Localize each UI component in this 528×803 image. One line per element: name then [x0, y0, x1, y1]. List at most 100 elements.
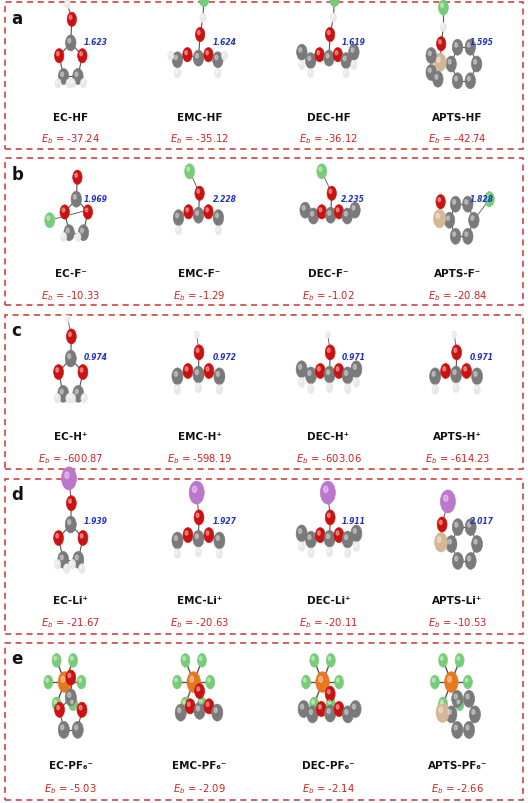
Circle shape — [319, 209, 322, 213]
Text: 2.017: 2.017 — [470, 516, 494, 526]
Circle shape — [309, 386, 311, 389]
Circle shape — [78, 50, 87, 63]
Circle shape — [439, 707, 442, 713]
Circle shape — [67, 496, 76, 512]
Circle shape — [65, 566, 67, 569]
Circle shape — [351, 49, 354, 53]
Circle shape — [58, 386, 69, 403]
Circle shape — [452, 233, 456, 237]
Text: EC-F⁻: EC-F⁻ — [55, 269, 87, 279]
Circle shape — [351, 525, 362, 542]
Circle shape — [342, 532, 353, 548]
Circle shape — [195, 187, 204, 202]
Circle shape — [62, 235, 63, 238]
Circle shape — [487, 196, 489, 200]
Circle shape — [336, 705, 339, 709]
Circle shape — [467, 77, 470, 82]
Circle shape — [175, 226, 182, 236]
Circle shape — [433, 210, 446, 229]
Circle shape — [450, 367, 461, 384]
Circle shape — [195, 384, 202, 393]
Circle shape — [176, 214, 178, 218]
Circle shape — [83, 206, 92, 220]
Circle shape — [317, 51, 319, 55]
Circle shape — [300, 704, 304, 709]
Circle shape — [298, 542, 305, 552]
Circle shape — [320, 482, 335, 504]
Circle shape — [75, 389, 78, 394]
Circle shape — [325, 28, 335, 43]
Text: $E_b$ = -598.19: $E_b$ = -598.19 — [167, 452, 232, 466]
Circle shape — [85, 209, 88, 213]
Circle shape — [316, 672, 329, 692]
Circle shape — [300, 381, 301, 383]
Text: 1.969: 1.969 — [83, 194, 108, 203]
Circle shape — [438, 198, 441, 202]
Circle shape — [82, 82, 83, 84]
Circle shape — [308, 209, 319, 225]
Circle shape — [345, 710, 348, 715]
Circle shape — [71, 657, 73, 661]
Circle shape — [65, 516, 76, 533]
Text: 2.235: 2.235 — [341, 194, 365, 203]
Circle shape — [78, 226, 89, 242]
Circle shape — [73, 386, 84, 403]
Circle shape — [80, 229, 83, 234]
Text: $E_b$ = -20.84: $E_b$ = -20.84 — [428, 288, 487, 302]
Circle shape — [68, 693, 71, 698]
Circle shape — [58, 721, 69, 739]
Circle shape — [326, 697, 335, 711]
Circle shape — [175, 679, 177, 683]
Circle shape — [355, 544, 356, 547]
Text: $E_b$ = -35.12: $E_b$ = -35.12 — [170, 132, 229, 146]
Circle shape — [310, 212, 314, 217]
Circle shape — [206, 702, 209, 707]
Circle shape — [46, 679, 49, 683]
Circle shape — [344, 385, 351, 394]
Circle shape — [309, 710, 313, 715]
Circle shape — [334, 702, 344, 717]
Circle shape — [69, 79, 76, 89]
Circle shape — [69, 16, 72, 20]
Circle shape — [54, 394, 61, 404]
Circle shape — [199, 0, 209, 8]
Circle shape — [452, 345, 461, 361]
Circle shape — [341, 54, 352, 70]
Text: EMC-Li⁺: EMC-Li⁺ — [177, 595, 222, 605]
Circle shape — [442, 25, 444, 28]
Circle shape — [44, 675, 53, 689]
Circle shape — [443, 367, 446, 372]
Text: $E_b$ = -37.24: $E_b$ = -37.24 — [41, 132, 100, 146]
Circle shape — [195, 534, 199, 539]
Circle shape — [299, 49, 302, 53]
Circle shape — [441, 364, 450, 379]
Circle shape — [185, 51, 187, 55]
Circle shape — [64, 226, 74, 242]
Circle shape — [472, 57, 482, 73]
Circle shape — [305, 368, 316, 385]
Circle shape — [206, 532, 209, 536]
Text: $E_b$ = -2.09: $E_b$ = -2.09 — [173, 781, 226, 795]
Circle shape — [66, 79, 72, 89]
Circle shape — [352, 206, 355, 211]
Circle shape — [325, 332, 330, 339]
Text: $E_b$ = -2.14: $E_b$ = -2.14 — [302, 781, 355, 795]
Text: $E_b$ = -20.11: $E_b$ = -20.11 — [299, 616, 358, 630]
Circle shape — [430, 675, 439, 689]
Circle shape — [75, 556, 78, 560]
Circle shape — [351, 61, 357, 71]
Text: $E_b$ = -1.29: $E_b$ = -1.29 — [173, 288, 226, 302]
Circle shape — [317, 367, 320, 372]
Circle shape — [343, 57, 346, 62]
FancyBboxPatch shape — [5, 159, 523, 306]
Text: $E_b$ = -21.67: $E_b$ = -21.67 — [41, 616, 100, 630]
Circle shape — [216, 536, 219, 540]
Text: $E_b$ = -600.87: $E_b$ = -600.87 — [38, 452, 103, 466]
Circle shape — [172, 369, 183, 385]
Circle shape — [55, 396, 58, 399]
Circle shape — [58, 672, 72, 692]
Text: 1.927: 1.927 — [212, 516, 237, 526]
Circle shape — [345, 371, 347, 376]
Text: $E_b$ = -1.02: $E_b$ = -1.02 — [302, 288, 355, 302]
Text: EC-HF: EC-HF — [53, 113, 88, 123]
